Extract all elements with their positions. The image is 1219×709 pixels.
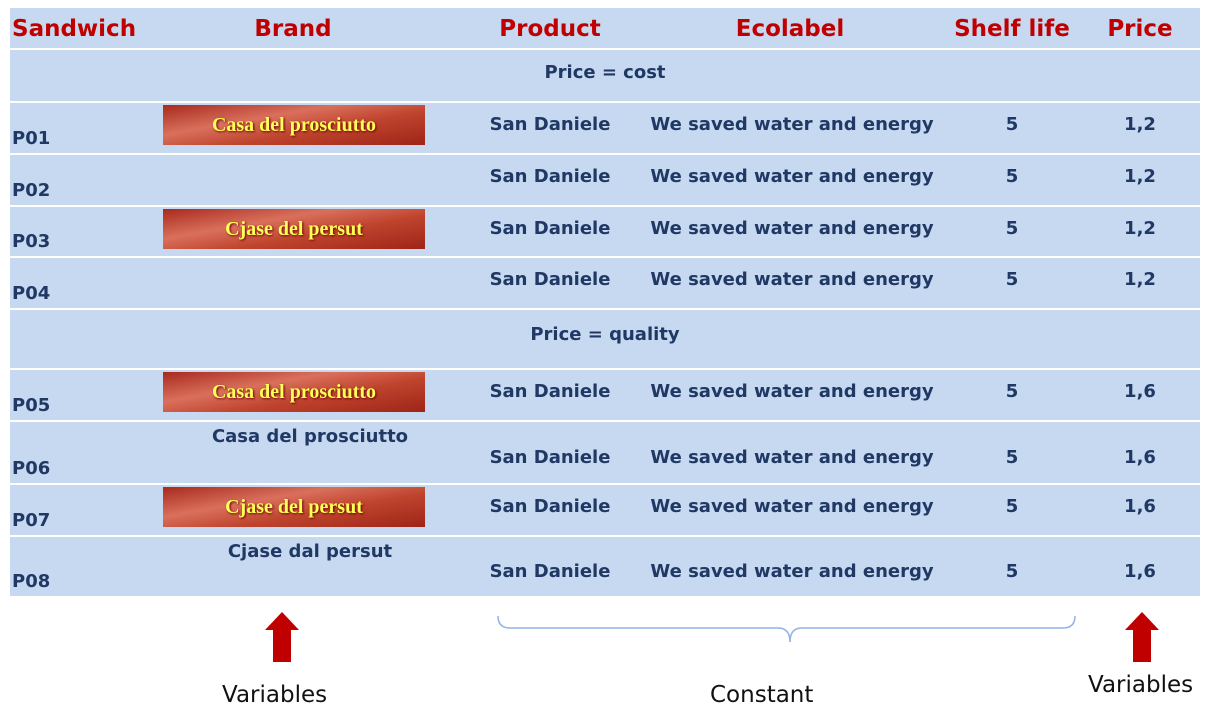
shelf-life: 5: [1005, 446, 1019, 468]
price: 1,6: [1124, 381, 1156, 402]
shelf-life: 5: [1005, 166, 1019, 187]
annotation: Constant: [710, 682, 814, 708]
shelf-life: 5: [1005, 114, 1019, 135]
table-row: P03 Cjase del persut San Daniele We saved w…: [10, 207, 1200, 258]
arrow: [1125, 612, 1159, 662]
table-row: P04 San Daniele We saved water and energy 5…: [10, 258, 1200, 310]
brand-text: Casa del prosciutto: [211, 426, 409, 447]
product: San Daniele: [489, 381, 611, 402]
section-title: Price = cost: [544, 62, 666, 83]
shelf-life: 5: [1005, 560, 1019, 582]
column-header: Product: [499, 16, 601, 42]
annotation: Variables: [1088, 672, 1194, 698]
shelf-life: 5: [1005, 217, 1019, 239]
ecolabel: We saved water and energy: [650, 114, 934, 135]
table-row: P01 Casa del prosciutto San Daniele We save…: [10, 103, 1200, 155]
price: 1,6: [1124, 560, 1156, 582]
sandwich-id: P05: [12, 395, 51, 416]
ecolabel: We saved water and energy: [650, 560, 934, 582]
header-row: Sandwich Brand Product Ecolabel Shelf life Pr…: [10, 8, 1200, 50]
table-row: P05 Casa del prosciutto San Daniele We save…: [10, 370, 1200, 422]
shelf-life: 5: [1005, 496, 1019, 517]
sandwich-id: P01: [12, 128, 51, 149]
annotation: Variables: [222, 682, 328, 708]
product: San Daniele: [489, 217, 611, 239]
brand-badge: Cjase del persut: [163, 487, 425, 527]
column-header: Price: [1107, 16, 1173, 42]
ecolabel: We saved water and energy: [650, 166, 934, 187]
sandwich-id: P07: [12, 510, 51, 531]
sandwich-id: P04: [12, 283, 51, 304]
ecolabel: We saved water and energy: [650, 496, 934, 517]
table-row: P08 Cjase dal persut San Daniele We saved w…: [10, 537, 1200, 598]
price: 1,2: [1124, 114, 1156, 135]
sandwich-id: P03: [12, 231, 51, 252]
product: San Daniele: [489, 446, 611, 468]
ecolabel: We saved water and energy: [650, 446, 934, 468]
brace: [497, 615, 1076, 643]
column-header: Brand: [254, 16, 332, 42]
shelf-life: 5: [1005, 269, 1019, 290]
annotations-graphics: [265, 612, 1159, 662]
product: San Daniele: [489, 166, 611, 187]
brand-text: Cjase dal persut: [227, 541, 393, 562]
ecolabel: We saved water and energy: [650, 381, 934, 402]
column-header: Sandwich: [12, 16, 137, 42]
sandwich-id: P06: [12, 458, 51, 479]
section-row: Price = quality: [10, 310, 1200, 370]
brand-badge: Cjase del persut: [163, 209, 425, 249]
price: 1,2: [1124, 269, 1156, 290]
table-row: P02 San Daniele We saved water and energy 5…: [10, 155, 1200, 207]
price: 1,6: [1124, 496, 1156, 517]
product: San Daniele: [489, 496, 611, 517]
ecolabel: We saved water and energy: [650, 269, 934, 290]
sandwich-id: P02: [12, 180, 51, 201]
brand-badge: Casa del prosciutto: [163, 372, 425, 412]
price: 1,2: [1124, 217, 1156, 239]
ecolabel: We saved water and energy: [650, 217, 934, 239]
product: San Daniele: [489, 269, 611, 290]
sandwich-id: P08: [12, 571, 51, 592]
price: 1,2: [1124, 166, 1156, 187]
column-header: Ecolabel: [735, 16, 845, 42]
table-row: P07 Cjase del persut San Daniele We saved w…: [10, 485, 1200, 537]
section-title: Price = quality: [530, 324, 680, 345]
price: 1,6: [1124, 446, 1156, 468]
shelf-life: 5: [1005, 381, 1019, 402]
table-row: P06 Casa del prosciutto San Daniele We save…: [10, 422, 1200, 485]
column-header: Shelf life: [954, 16, 1070, 42]
arrow: [265, 612, 299, 662]
section-row: Price = cost: [10, 50, 1200, 103]
product: San Daniele: [489, 560, 611, 582]
product: San Daniele: [489, 114, 611, 135]
brand-badge: Casa del prosciutto: [163, 105, 425, 145]
